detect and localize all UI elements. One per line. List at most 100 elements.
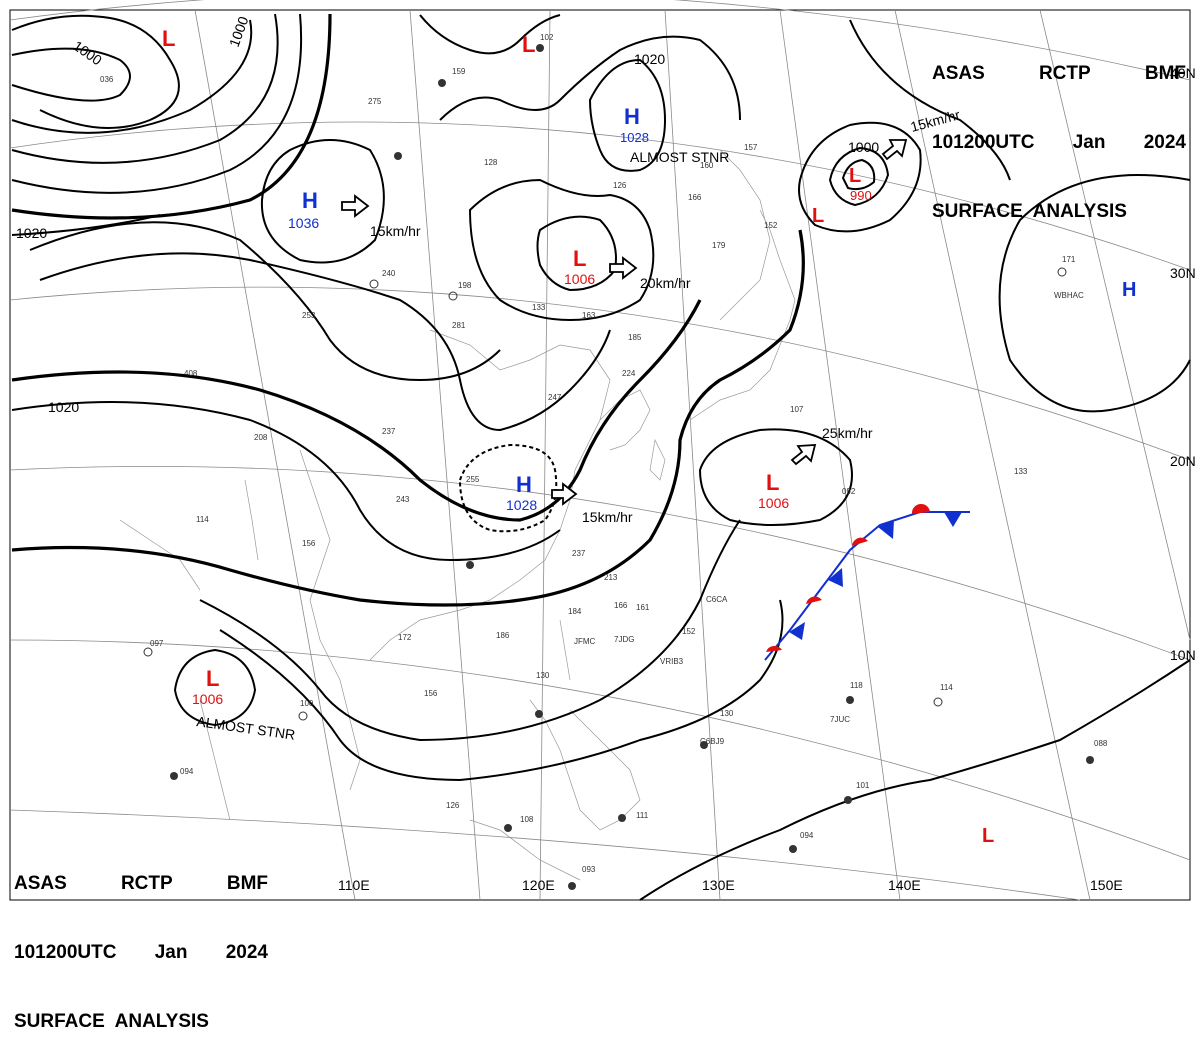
station-value: 408 bbox=[184, 369, 198, 378]
station-value: 133 bbox=[532, 303, 546, 312]
station-value: 224 bbox=[622, 369, 636, 378]
station-value: 243 bbox=[396, 495, 410, 504]
station-value: 159 bbox=[452, 67, 466, 76]
station-marker bbox=[844, 796, 852, 804]
longitude-label: 110E bbox=[338, 877, 370, 893]
header-month: Jan bbox=[1072, 132, 1106, 153]
station-value: 166 bbox=[614, 601, 628, 610]
station-marker bbox=[789, 845, 797, 853]
header-product: ASAS bbox=[932, 63, 985, 84]
isobar-label: 1020 bbox=[16, 225, 47, 241]
header-center: RCTP bbox=[120, 873, 173, 894]
station-marker bbox=[466, 561, 474, 569]
station-value: 237 bbox=[572, 549, 586, 558]
latitude-label: 40N bbox=[1170, 65, 1196, 81]
header-code: BMF bbox=[1144, 63, 1186, 84]
station-value: 163 bbox=[582, 311, 596, 320]
station-value: 184 bbox=[568, 607, 582, 616]
station-marker bbox=[394, 152, 402, 160]
station-value: 152 bbox=[682, 627, 696, 636]
header-bottom: ASAS RCTP BMF 101200UTC Jan 2024 SURFACE ANA… bbox=[14, 826, 268, 1056]
station-value: 156 bbox=[302, 539, 316, 548]
isobars bbox=[11, 13, 1191, 901]
station-value: 102 bbox=[540, 33, 554, 42]
station-value: 179 bbox=[712, 241, 726, 250]
station-value: 108 bbox=[520, 815, 534, 824]
station-value: 213 bbox=[604, 573, 618, 582]
warm-front-symbol bbox=[806, 596, 822, 604]
warm-front-symbol bbox=[852, 537, 868, 546]
motion-arrows bbox=[341, 139, 908, 506]
header-code: BMF bbox=[226, 873, 268, 894]
station-value: 101 bbox=[856, 781, 870, 790]
station-value: 152 bbox=[764, 221, 778, 230]
station-value: 100 bbox=[300, 699, 314, 708]
low-center: L bbox=[522, 32, 535, 57]
high-center: H bbox=[1122, 279, 1136, 301]
station-value: 247 bbox=[548, 393, 562, 402]
latitude-label: 20N bbox=[1170, 453, 1196, 469]
station-value: 107 bbox=[790, 405, 804, 414]
cold-front-symbol bbox=[878, 520, 894, 539]
ship-id: 7JUC bbox=[830, 715, 850, 724]
map-frame bbox=[9, 9, 1191, 901]
station-value: 185 bbox=[628, 333, 642, 342]
low-center: L bbox=[766, 470, 779, 495]
latitude-label: 30N bbox=[1170, 265, 1196, 281]
low-center: L bbox=[573, 246, 586, 271]
low-pressure-value: 1006 bbox=[564, 271, 595, 287]
motion-speed: 25km/hr bbox=[822, 425, 873, 441]
ship-id: VRIB3 bbox=[660, 657, 684, 666]
station-marker bbox=[504, 824, 512, 832]
isobar-labels: 1000 1000 1020 1020 1020 1000 bbox=[16, 14, 879, 415]
stationary-front bbox=[764, 503, 970, 661]
station-value: 157 bbox=[744, 143, 758, 152]
station-marker bbox=[170, 772, 178, 780]
cold-front-symbol bbox=[828, 568, 843, 587]
motion-speed: 15km/hr bbox=[582, 509, 633, 525]
station-value: 253 bbox=[302, 311, 316, 320]
station-value: 275 bbox=[368, 97, 382, 106]
station-value: 198 bbox=[458, 281, 472, 290]
motion-arrow-icon bbox=[609, 256, 638, 280]
low-center: L bbox=[982, 825, 994, 847]
station-plots bbox=[143, 44, 1094, 890]
header-center: RCTP bbox=[1038, 63, 1091, 84]
station-value: 036 bbox=[100, 75, 114, 84]
warm-front-symbol bbox=[911, 503, 930, 514]
ship-id: JFMC bbox=[574, 637, 596, 646]
header-time: 101200UTC bbox=[932, 132, 1035, 153]
header-product: ASAS bbox=[14, 873, 67, 894]
station-value: 097 bbox=[150, 639, 164, 648]
ship-ids: WBHAC JFMC 7JDG VRIB3 C6CA C6BJ9 7JUC bbox=[574, 291, 1084, 746]
station-marker bbox=[568, 882, 576, 890]
header-month: Jan bbox=[154, 942, 188, 963]
station-value: 094 bbox=[180, 767, 194, 776]
station-value: 133 bbox=[1014, 467, 1028, 476]
station-marker bbox=[846, 696, 854, 704]
station-marker bbox=[536, 44, 544, 52]
station-value: 171 bbox=[1062, 255, 1076, 264]
station-value: 240 bbox=[382, 269, 396, 278]
motion-note: ALMOST STNR bbox=[630, 149, 729, 165]
station-value: 118 bbox=[850, 681, 863, 690]
ship-id: C6CA bbox=[706, 595, 728, 604]
station-value: 114 bbox=[196, 515, 209, 524]
motion-arrow-icon bbox=[881, 139, 908, 161]
motion-note: ALMOST STNR bbox=[196, 713, 297, 743]
station-marker bbox=[700, 741, 708, 749]
cold-front-symbol bbox=[944, 512, 962, 527]
graticule-labels: 40N 30N 20N 10N 110E 120E 130E 140E 150E bbox=[338, 65, 1196, 893]
low-center: L bbox=[812, 205, 824, 227]
high-pressure-value: 1036 bbox=[288, 215, 319, 231]
station-value: 126 bbox=[613, 181, 627, 190]
longitude-label: 140E bbox=[888, 877, 921, 893]
low-pressure-value: 1006 bbox=[758, 495, 789, 511]
station-value: 130 bbox=[536, 671, 550, 680]
station-value: 094 bbox=[800, 831, 814, 840]
isobar-label: 1020 bbox=[634, 51, 665, 67]
station-value: 160 bbox=[700, 161, 714, 170]
station-value: 281 bbox=[452, 321, 466, 330]
station-value: 237 bbox=[382, 427, 396, 436]
isobar-label: 1000 bbox=[70, 37, 105, 68]
